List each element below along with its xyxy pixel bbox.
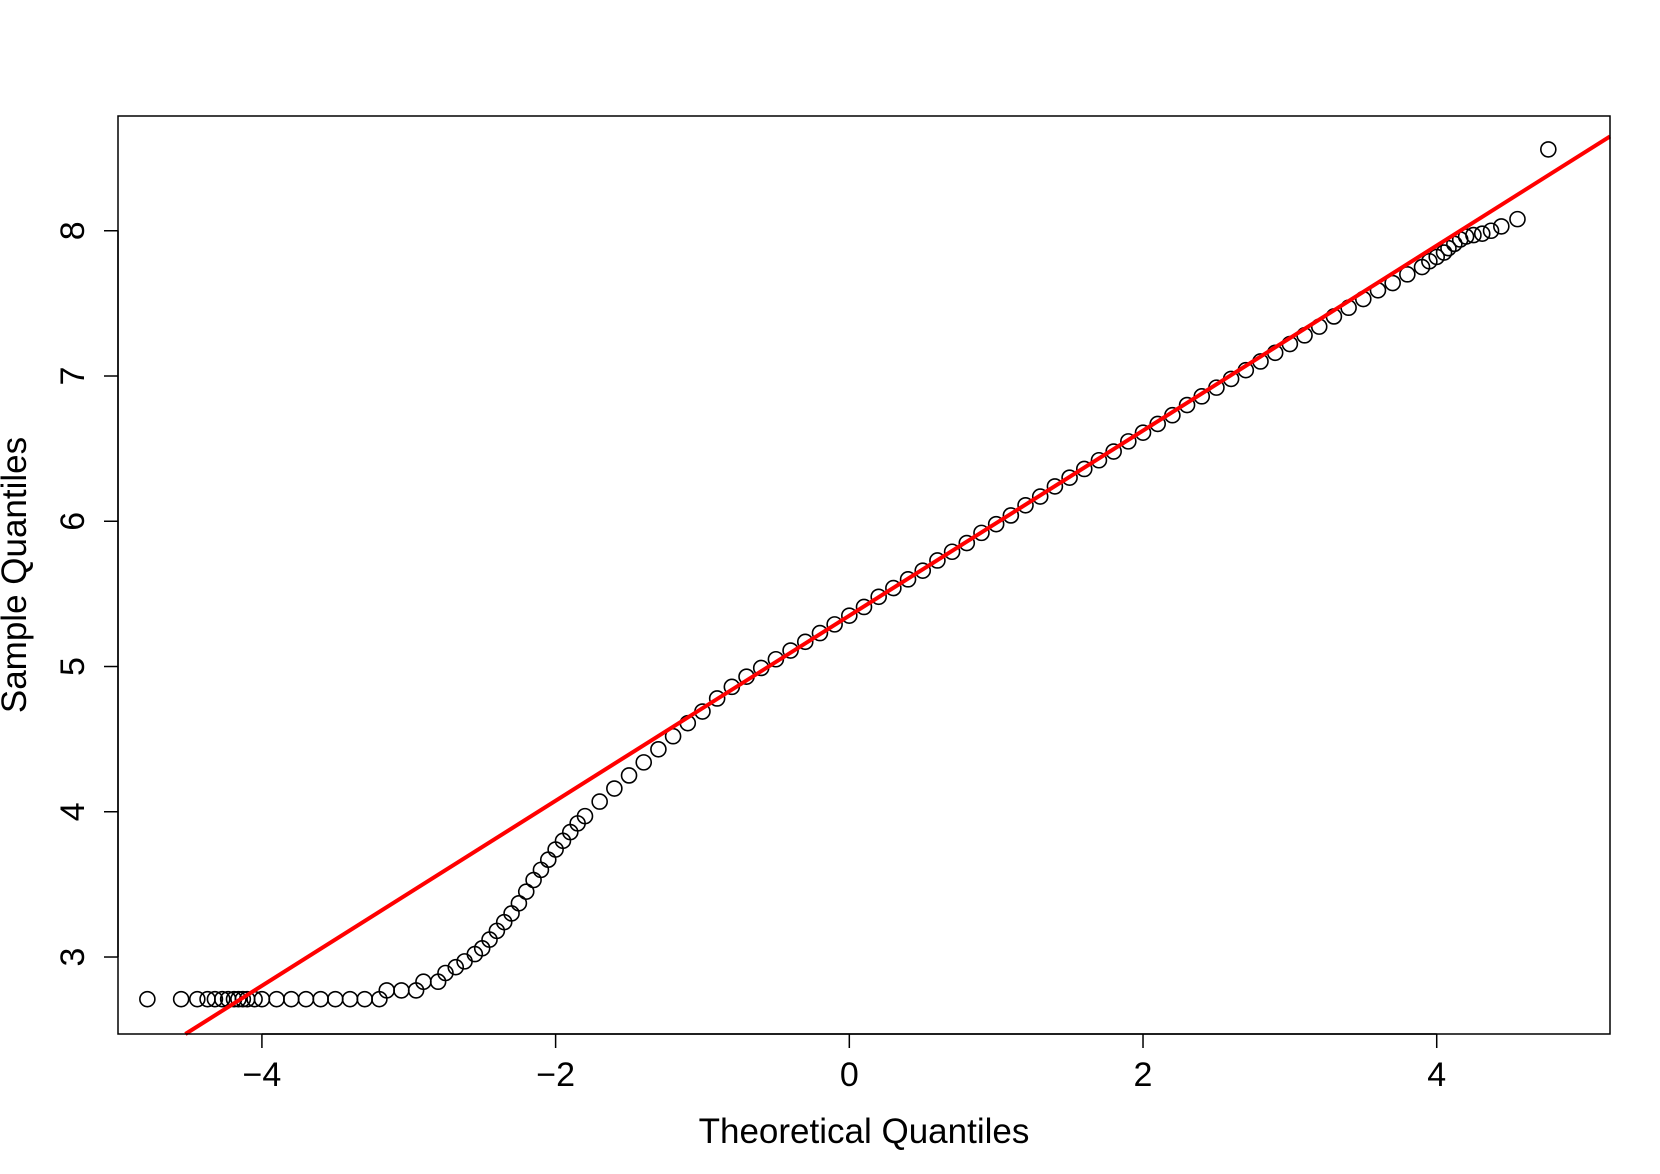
data-point: [312, 990, 329, 1008]
data-point: [1002, 507, 1020, 524]
x-tick-label: 2: [1134, 1056, 1153, 1094]
data-point: [1134, 424, 1152, 441]
data-point: [510, 894, 528, 912]
data-point: [437, 964, 454, 982]
data-point: [1017, 496, 1034, 514]
data-point: [576, 807, 594, 825]
reference-line-layer: [184, 134, 1612, 1036]
data-point: [855, 598, 873, 616]
data-point: [606, 780, 623, 797]
data-point: [234, 990, 252, 1008]
data-point: [1075, 460, 1093, 478]
data-point: [943, 543, 961, 561]
data-point: [172, 990, 190, 1008]
data-point: [958, 534, 976, 552]
data-point: [620, 767, 638, 784]
y-tick-label: 6: [54, 512, 92, 531]
y-tick-label: 4: [54, 802, 92, 821]
data-point: [885, 579, 902, 597]
points-layer: [139, 141, 1557, 1008]
data-point: [796, 633, 814, 651]
data-point: [1178, 396, 1196, 414]
data-point: [268, 990, 285, 1008]
x-axis-title: Theoretical Quantiles: [699, 1112, 1030, 1151]
reference-line: [184, 134, 1612, 1036]
x-tick-label: −2: [536, 1056, 575, 1094]
data-point: [899, 571, 917, 588]
y-tick-label: 3: [54, 948, 92, 967]
data-point: [539, 851, 557, 868]
data-point: [230, 990, 247, 1008]
data-point: [973, 524, 990, 542]
x-axis: −4 −2 0 2 4: [243, 1033, 1446, 1094]
data-point: [1482, 222, 1500, 240]
x-tick-label: 0: [840, 1056, 859, 1094]
x-tick-label: 4: [1427, 1056, 1446, 1094]
data-point: [1031, 488, 1049, 505]
data-point: [356, 990, 374, 1008]
data-point: [1509, 210, 1526, 228]
data-point: [1473, 225, 1491, 242]
data-point: [591, 793, 608, 810]
data-point: [282, 990, 300, 1008]
data-point: [525, 871, 542, 889]
data-point: [870, 588, 887, 606]
data-point: [532, 861, 550, 879]
y-axis: 3 4 5 6 7 8: [54, 221, 119, 967]
data-point: [1435, 244, 1453, 261]
data-point: [1399, 266, 1416, 283]
data-point: [708, 690, 726, 707]
data-point: [1046, 478, 1064, 495]
data-point: [393, 982, 410, 999]
data-point: [1090, 451, 1108, 469]
data-point: [782, 642, 799, 659]
data-point: [1120, 433, 1137, 450]
data-point: [206, 990, 224, 1008]
data-point: [1061, 469, 1078, 486]
data-point: [650, 741, 667, 758]
data-point: [213, 990, 231, 1008]
data-point: [447, 958, 465, 976]
data-point: [188, 990, 206, 1008]
data-point: [341, 990, 359, 1008]
y-tick-label: 7: [54, 367, 92, 386]
data-point: [327, 990, 344, 1008]
data-point: [297, 990, 315, 1008]
x-tick-label: −4: [243, 1056, 282, 1094]
data-point: [929, 552, 946, 569]
y-tick-label: 8: [54, 221, 92, 240]
data-point: [139, 990, 156, 1008]
data-point: [826, 616, 843, 633]
data-point: [1493, 218, 1510, 235]
plot-frame: [117, 115, 1611, 1035]
data-point: [1465, 226, 1482, 244]
y-tick-label: 5: [54, 657, 92, 676]
data-point: [914, 562, 932, 579]
data-point: [635, 754, 653, 771]
data-point: [811, 624, 829, 642]
data-point: [1540, 141, 1557, 158]
data-point: [841, 607, 858, 624]
data-point: [517, 883, 535, 900]
data-point: [1440, 239, 1457, 257]
data-point: [987, 515, 1005, 533]
y-axis-title: Sample Quantiles: [0, 437, 34, 713]
